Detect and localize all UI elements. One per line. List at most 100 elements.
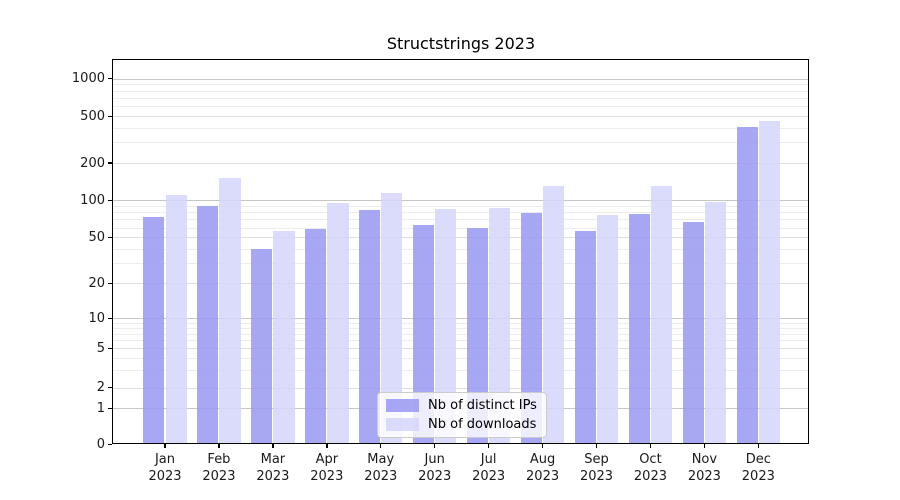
bar-downloads-aug bbox=[543, 185, 565, 445]
gridline-60 bbox=[112, 227, 809, 229]
y-tick-mark-1 bbox=[107, 407, 112, 409]
y-tick-label-1: 1 bbox=[96, 400, 105, 416]
bar-downloads-jul bbox=[489, 207, 511, 445]
gridline-100 bbox=[112, 200, 809, 202]
gridline-500 bbox=[112, 116, 809, 118]
gridline-700 bbox=[112, 97, 809, 99]
gridline-1000 bbox=[112, 78, 809, 80]
bar-distinct-ips-oct bbox=[628, 213, 650, 445]
y-tick-label-200: 200 bbox=[80, 155, 105, 171]
y-tick-mark-20 bbox=[107, 282, 112, 284]
bar-distinct-ips-aug bbox=[520, 212, 543, 445]
y-tick-label-50: 50 bbox=[88, 229, 105, 245]
gridline-90 bbox=[112, 205, 809, 207]
y-tick-label-20: 20 bbox=[88, 275, 105, 291]
legend-entry-downloads: Nb of downloads bbox=[386, 417, 537, 432]
gridline-70 bbox=[112, 219, 809, 221]
x-tick-label-jun-2023: Jun 2023 bbox=[418, 452, 452, 485]
bar-downloads-dec bbox=[758, 120, 781, 445]
gridline-4 bbox=[112, 357, 809, 359]
x-tick-label-nov-2023: Nov 2023 bbox=[687, 452, 721, 485]
y-tick-label-2: 2 bbox=[96, 380, 105, 396]
bar-distinct-ips-jan bbox=[143, 217, 165, 445]
bar-distinct-ips-jun bbox=[413, 224, 435, 445]
y-tick-label-1000: 1000 bbox=[71, 71, 105, 87]
y-tick-label-0: 0 bbox=[96, 436, 105, 452]
gridline-200 bbox=[112, 163, 809, 164]
gridline-8 bbox=[112, 327, 809, 329]
gridline-9 bbox=[112, 322, 809, 324]
plot-area bbox=[112, 59, 809, 445]
x-tick-mark-may bbox=[380, 444, 382, 449]
legend-swatch-downloads bbox=[386, 418, 419, 431]
x-tick-label-jan-2023: Jan 2023 bbox=[148, 452, 182, 485]
x-tick-mark-oct bbox=[649, 444, 652, 449]
gridline-2 bbox=[112, 387, 809, 389]
y-tick-mark-5 bbox=[107, 347, 112, 349]
gridline-5 bbox=[112, 348, 809, 350]
x-tick-label-oct-2023: Oct 2023 bbox=[633, 452, 667, 485]
gridline-80 bbox=[112, 212, 809, 214]
y-tick-label-500: 500 bbox=[80, 108, 105, 124]
bar-distinct-ips-nov bbox=[682, 222, 704, 445]
gridline-600 bbox=[112, 106, 809, 108]
bar-downloads-apr bbox=[327, 203, 349, 445]
x-tick-label-aug-2023: Aug 2023 bbox=[526, 452, 560, 485]
gridline-50 bbox=[112, 237, 809, 239]
gridline-20 bbox=[112, 283, 809, 285]
bar-distinct-ips-mar bbox=[251, 248, 273, 445]
bar-distinct-ips-may bbox=[359, 209, 381, 445]
gridline-300 bbox=[112, 142, 809, 144]
x-tick-mark-jul bbox=[487, 444, 490, 449]
bar-downloads-mar bbox=[273, 231, 295, 445]
gridline-400 bbox=[112, 127, 809, 129]
legend-label-distinct-ips: Nb of distinct IPs bbox=[428, 398, 537, 413]
x-tick-mark-sep bbox=[595, 444, 598, 449]
gridline-3 bbox=[112, 370, 809, 372]
gridline-40 bbox=[112, 248, 809, 250]
y-tick-label-10: 10 bbox=[88, 310, 105, 326]
bar-downloads-jan bbox=[165, 195, 187, 445]
bar-downloads-nov bbox=[704, 201, 727, 445]
bar-distinct-ips-dec bbox=[736, 127, 758, 445]
x-tick-mark-aug bbox=[541, 444, 544, 449]
bar-distinct-ips-sep bbox=[574, 231, 596, 445]
y-tick-label-5: 5 bbox=[96, 340, 105, 356]
gridline-6 bbox=[112, 340, 809, 342]
y-tick-mark-50 bbox=[107, 236, 112, 238]
x-tick-mark-dec bbox=[757, 444, 760, 449]
bar-distinct-ips-jul bbox=[466, 228, 489, 445]
bar-downloads-oct bbox=[650, 186, 673, 445]
y-tick-mark-100 bbox=[107, 199, 112, 201]
gridline-7 bbox=[112, 333, 809, 335]
y-tick-mark-500 bbox=[107, 115, 112, 117]
x-tick-label-jul-2023: Jul 2023 bbox=[472, 452, 506, 485]
y-tick-mark-200 bbox=[107, 162, 112, 164]
y-tick-mark-10 bbox=[107, 317, 112, 319]
legend-label-downloads: Nb of downloads bbox=[428, 417, 537, 432]
legend: Nb of distinct IPs Nb of downloads bbox=[377, 392, 547, 438]
x-tick-label-may-2023: May 2023 bbox=[364, 452, 398, 485]
x-tick-mark-feb bbox=[218, 444, 220, 449]
y-tick-label-100: 100 bbox=[80, 192, 105, 208]
x-tick-label-mar-2023: Mar 2023 bbox=[256, 452, 290, 485]
bar-distinct-ips-feb bbox=[197, 205, 219, 445]
bar-downloads-may bbox=[381, 192, 403, 445]
gridline-800 bbox=[112, 90, 809, 92]
x-tick-mark-apr bbox=[326, 444, 328, 449]
y-tick-mark-1000 bbox=[107, 77, 112, 80]
y-tick-mark-0 bbox=[107, 443, 112, 445]
x-tick-label-feb-2023: Feb 2023 bbox=[202, 452, 236, 485]
y-tick-mark-2 bbox=[107, 387, 112, 389]
bar-downloads-feb bbox=[219, 178, 241, 445]
bar-downloads-sep bbox=[597, 214, 619, 445]
x-tick-mark-nov bbox=[703, 444, 706, 449]
x-tick-mark-mar bbox=[272, 444, 274, 449]
x-tick-mark-jun bbox=[434, 444, 436, 449]
x-tick-label-sep-2023: Sep 2023 bbox=[579, 452, 614, 485]
bar-distinct-ips-apr bbox=[305, 229, 327, 445]
chart-title: Structstrings 2023 bbox=[386, 34, 536, 53]
x-tick-label-apr-2023: Apr 2023 bbox=[310, 452, 344, 485]
gridline-30 bbox=[112, 262, 809, 264]
